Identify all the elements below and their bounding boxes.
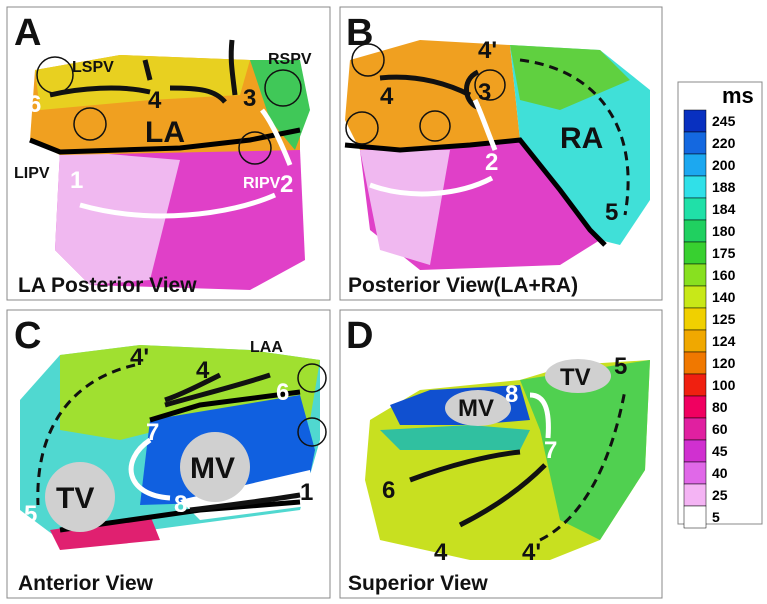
step-label: 4' <box>478 37 497 64</box>
valve-label: MV <box>458 395 494 422</box>
legend-label: 80 <box>712 399 728 415</box>
legend-label: 25 <box>712 487 728 503</box>
step-label: 8 <box>174 491 187 518</box>
legend-swatch <box>684 484 706 506</box>
step-label: 5 <box>614 353 627 380</box>
step-label: 4' <box>130 344 149 371</box>
legend-swatch <box>684 374 706 396</box>
panel-letter: B <box>346 12 373 54</box>
legend-swatch <box>684 286 706 308</box>
step-label: 4' <box>522 539 541 566</box>
legend-swatch <box>684 506 706 528</box>
legend-swatch <box>684 242 706 264</box>
legend-swatch <box>684 176 706 198</box>
surface <box>380 425 530 450</box>
step-label: 1 <box>70 167 83 194</box>
legend-label: 200 <box>712 157 736 173</box>
legend-label: 184 <box>712 201 736 217</box>
legend-swatch <box>684 418 706 440</box>
panel-letter: C <box>14 315 41 357</box>
panel-b: B 4 3 4' 2 RA 5 Posterior View(LA+RA) <box>340 7 662 300</box>
valve-label: TV <box>560 364 591 391</box>
step-label: 6 <box>28 91 41 118</box>
panel-caption: Superior View <box>348 572 488 595</box>
vein-label: LSPV <box>72 59 114 76</box>
panel-caption: Posterior View(LA+RA) <box>348 274 578 297</box>
legend-unit: ms <box>722 83 754 108</box>
step-label: 4 <box>196 357 210 384</box>
chamber-label: LAA <box>250 339 283 356</box>
step-label: 7 <box>544 437 557 464</box>
figure: A LSPV RSPV 6 4 3 LA LIPV RIPV 2 1 LA Po… <box>0 0 767 604</box>
step-label: 6 <box>382 477 395 504</box>
legend-label: 175 <box>712 245 736 261</box>
legend-label: 140 <box>712 289 736 305</box>
legend-swatch <box>684 440 706 462</box>
step-label: 7 <box>146 419 159 446</box>
step-label: 2 <box>485 149 498 176</box>
legend-label: 125 <box>712 311 736 327</box>
step-label: 3 <box>478 79 491 106</box>
step-label: 4 <box>434 539 448 566</box>
panel-letter: A <box>14 12 41 54</box>
step-label: 4 <box>380 83 394 110</box>
legend-label: 180 <box>712 223 736 239</box>
chamber-label: LA <box>145 116 185 149</box>
legend-label: 100 <box>712 377 736 393</box>
step-label: 5 <box>24 501 37 528</box>
legend-swatch <box>684 462 706 484</box>
legend-label: 120 <box>712 355 736 371</box>
vein-label: RSPV <box>268 51 312 68</box>
legend-swatch <box>684 352 706 374</box>
legend-label: 188 <box>712 179 736 195</box>
legend-swatch <box>684 132 706 154</box>
legend-label: 45 <box>712 443 728 459</box>
legend-swatch <box>684 330 706 352</box>
legend-label: 5 <box>712 509 720 525</box>
vein-label: LIPV <box>14 165 50 182</box>
panel-c: C 4' 4 LAA 6 7 MV TV 8 5 1 Anterior View <box>7 310 330 598</box>
panel-letter: D <box>346 315 373 357</box>
chamber-label: RA <box>560 122 603 155</box>
panel-d: D TV 5 MV 8 7 6 4 4' Superior View <box>340 310 662 598</box>
legend: ms 245 220 200 188 184 180 175 160 140 125 124 120 1… <box>678 82 762 528</box>
legend-swatch <box>684 154 706 176</box>
valve-label: TV <box>56 482 94 515</box>
valve-label: MV <box>190 452 235 485</box>
legend-label: 245 <box>712 113 736 129</box>
step-label: 2 <box>280 171 293 198</box>
legend-swatch <box>684 396 706 418</box>
step-label: 4 <box>148 87 162 114</box>
step-label: 8 <box>505 381 518 408</box>
vein-label: RIPV <box>243 175 281 192</box>
legend-label: 60 <box>712 421 728 437</box>
legend-label: 160 <box>712 267 736 283</box>
step-label: 6 <box>276 379 289 406</box>
legend-label: 124 <box>712 333 736 349</box>
legend-swatch <box>684 198 706 220</box>
panel-caption: LA Posterior View <box>18 274 197 297</box>
step-label: 3 <box>243 85 256 112</box>
step-label: 1 <box>300 479 313 506</box>
panel-caption: Anterior View <box>18 572 154 595</box>
step-label: 5 <box>605 199 618 226</box>
panel-a: A LSPV RSPV 6 4 3 LA LIPV RIPV 2 1 LA Po… <box>7 7 330 300</box>
legend-swatch <box>684 220 706 242</box>
legend-swatch <box>684 308 706 330</box>
legend-label: 40 <box>712 465 728 481</box>
legend-label: 220 <box>712 135 736 151</box>
legend-swatch <box>684 264 706 286</box>
legend-swatch <box>684 110 706 132</box>
